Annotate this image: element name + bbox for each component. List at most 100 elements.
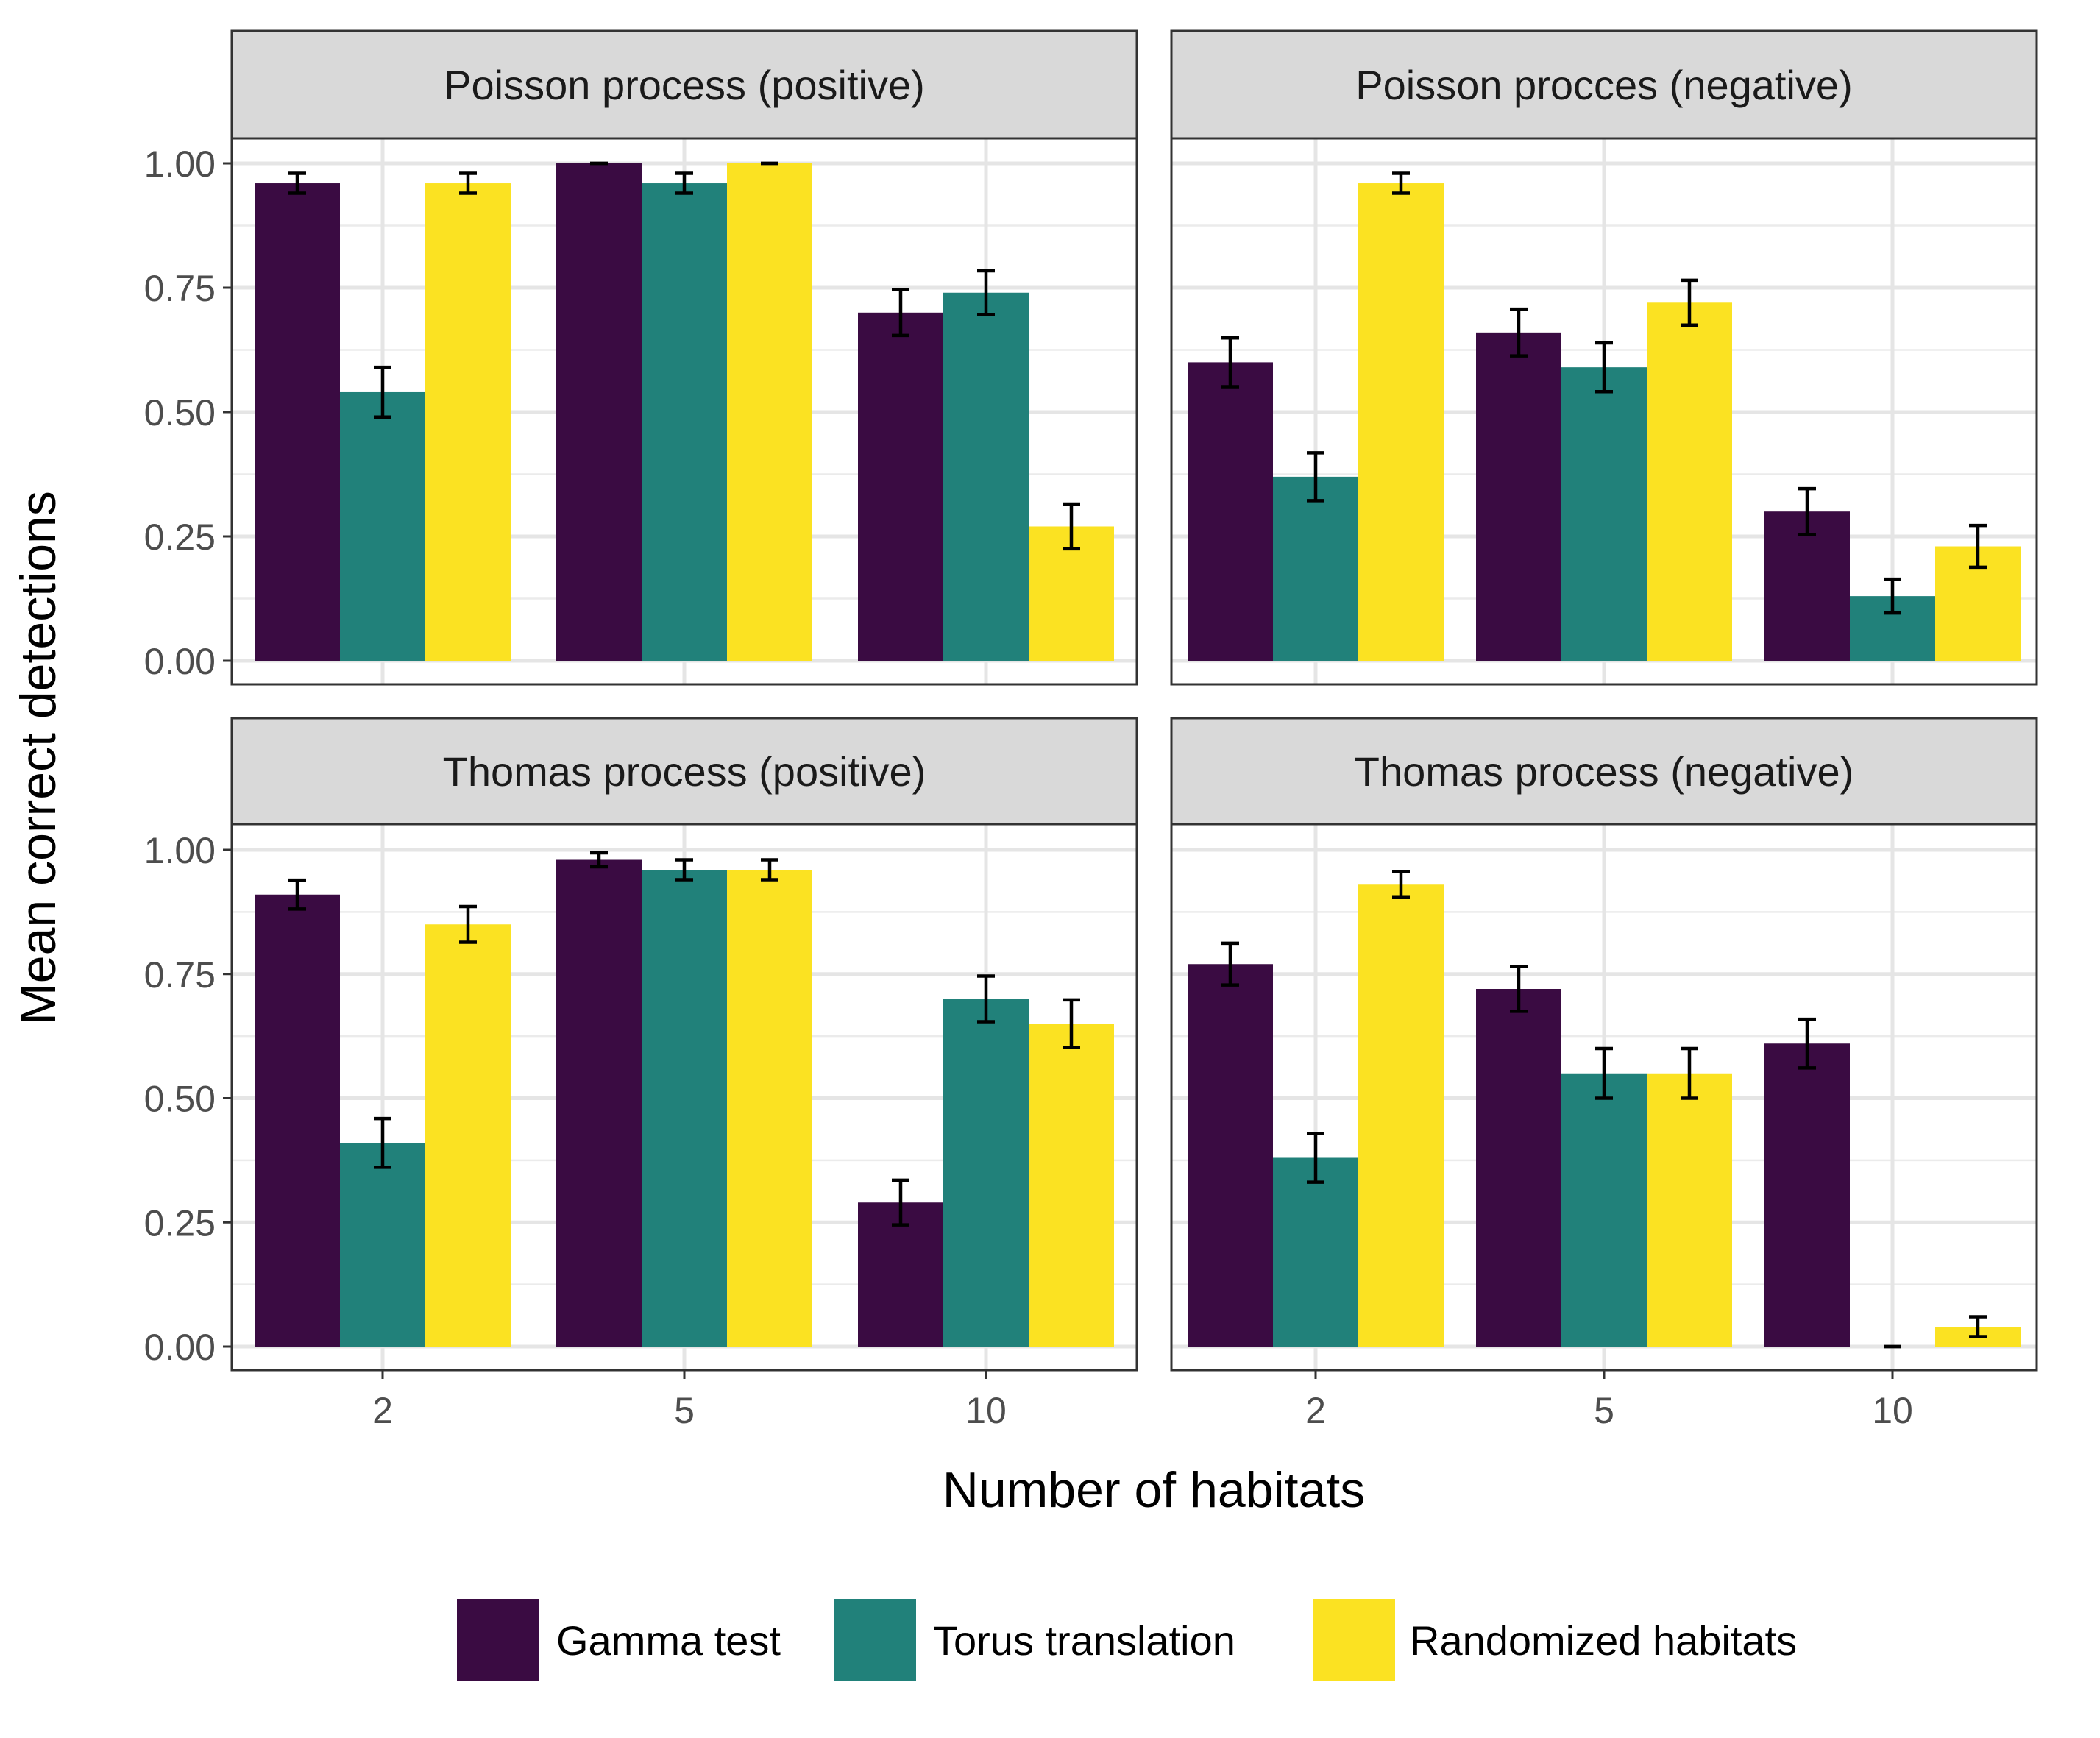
bar — [1476, 332, 1561, 661]
bar — [727, 870, 812, 1347]
y-tick-label: 0.50 — [144, 392, 216, 433]
error-bar — [1969, 1315, 1987, 1338]
y-axis-label: Mean correct detections — [10, 491, 66, 1025]
legend: Gamma test Torus translation Randomized ha… — [457, 1599, 1797, 1681]
error-bar — [1510, 965, 1528, 1013]
bar — [425, 924, 511, 1347]
bar — [1476, 989, 1561, 1347]
error-bar — [1221, 336, 1239, 389]
facet-panel: Poisson process (positive) 0.00 0.25 0.50 0.… — [144, 29, 1138, 686]
error-bar — [374, 1116, 391, 1169]
legend-swatch — [457, 1599, 539, 1681]
error-bar — [1798, 1017, 1816, 1070]
bar — [1358, 183, 1444, 661]
bar — [556, 163, 642, 661]
error-bar — [977, 269, 995, 316]
x-axis-label: Number of habitats — [943, 1462, 1366, 1518]
x-tick-label: 2 — [372, 1390, 393, 1431]
x-tick-label: 5 — [1594, 1390, 1614, 1431]
error-bar — [459, 904, 477, 944]
bar — [1764, 1043, 1850, 1347]
error-bar — [1595, 1046, 1613, 1100]
y-tick-label: 1.00 — [144, 143, 216, 185]
y-tick-label: 0.75 — [144, 268, 216, 309]
error-bar — [1307, 1132, 1324, 1184]
legend-label: Gamma test — [556, 1617, 781, 1664]
error-bar — [590, 851, 608, 869]
bar — [1273, 476, 1358, 661]
error-bar — [1969, 523, 1987, 570]
facet-title: Thomas process (negative) — [1355, 748, 1854, 795]
facet-strip — [1170, 29, 2038, 140]
bar — [340, 1143, 425, 1347]
error-bar — [1063, 998, 1080, 1049]
bar — [858, 312, 943, 661]
error-bar — [459, 171, 477, 195]
error-bar — [1221, 941, 1239, 987]
bar — [642, 183, 727, 661]
error-bar — [1681, 1046, 1698, 1100]
error-bar — [892, 1178, 909, 1227]
bar — [1764, 511, 1850, 661]
facet-panel: Poisson procces (negative) — [1170, 29, 2038, 686]
bar — [1647, 1073, 1732, 1347]
error-bar — [374, 365, 391, 419]
legend-swatch — [834, 1599, 916, 1681]
y-tick-label: 0.75 — [144, 954, 216, 996]
error-bar — [892, 288, 909, 338]
facet-strip — [1170, 717, 2038, 826]
legend-swatch — [1313, 1599, 1395, 1681]
error-bar — [1595, 341, 1613, 394]
x-tick-label: 5 — [674, 1390, 695, 1431]
facet-panels: Poisson process (positive) 0.00 0.25 0.50 0.… — [144, 29, 2038, 1431]
error-bar — [288, 171, 306, 195]
x-tick-label: 2 — [1305, 1390, 1326, 1431]
legend-label: Torus translation — [933, 1617, 1235, 1664]
error-bar — [675, 171, 693, 195]
error-bar — [977, 974, 995, 1024]
bar — [556, 859, 642, 1347]
error-bar — [1063, 502, 1080, 551]
error-bar — [288, 878, 306, 911]
y-tick-label: 0.50 — [144, 1079, 216, 1120]
bar — [943, 999, 1029, 1347]
x-tick-label: 10 — [965, 1390, 1007, 1431]
facet-title: Poisson procces (negative) — [1355, 62, 1852, 108]
y-tick-label: 0.25 — [144, 517, 216, 558]
bar — [425, 183, 511, 661]
error-bar — [1798, 486, 1816, 536]
legend-item: Gamma test — [457, 1599, 781, 1681]
legend-label: Randomized habitats — [1410, 1617, 1797, 1664]
error-bar — [675, 858, 693, 882]
panel-border — [1170, 137, 2038, 686]
facet-panel: Thomas process (positive) 0.00 0.25 0.50 0.7… — [144, 717, 1138, 1431]
error-bar — [1510, 307, 1528, 358]
bar — [255, 894, 340, 1347]
facet-title: Poisson process (positive) — [444, 62, 925, 108]
bar — [340, 391, 425, 661]
legend-item: Torus translation — [834, 1599, 1235, 1681]
bar — [943, 292, 1029, 661]
y-tick-label: 0.00 — [144, 641, 216, 682]
error-bar — [1392, 171, 1410, 195]
bar — [1358, 884, 1444, 1347]
legend-item: Randomized habitats — [1313, 1599, 1797, 1681]
bar — [1273, 1157, 1358, 1347]
y-tick-label: 0.25 — [144, 1202, 216, 1244]
y-tick-label: 0.00 — [144, 1327, 216, 1368]
facet-strip — [230, 717, 1138, 826]
bar — [1188, 964, 1273, 1347]
bar — [727, 163, 812, 661]
error-bar — [1307, 451, 1324, 503]
facet-panel: Thomas process (negative) 2 5 10 — [1170, 717, 2038, 1431]
bar — [1029, 1024, 1114, 1347]
bar — [255, 183, 340, 661]
x-tick-label: 10 — [1872, 1390, 1913, 1431]
error-bar — [1392, 870, 1410, 900]
facet-title: Thomas process (positive) — [443, 748, 926, 795]
facet-strip — [230, 29, 1138, 140]
bar — [1561, 367, 1647, 661]
error-bar — [761, 858, 778, 882]
bar — [1561, 1073, 1647, 1347]
